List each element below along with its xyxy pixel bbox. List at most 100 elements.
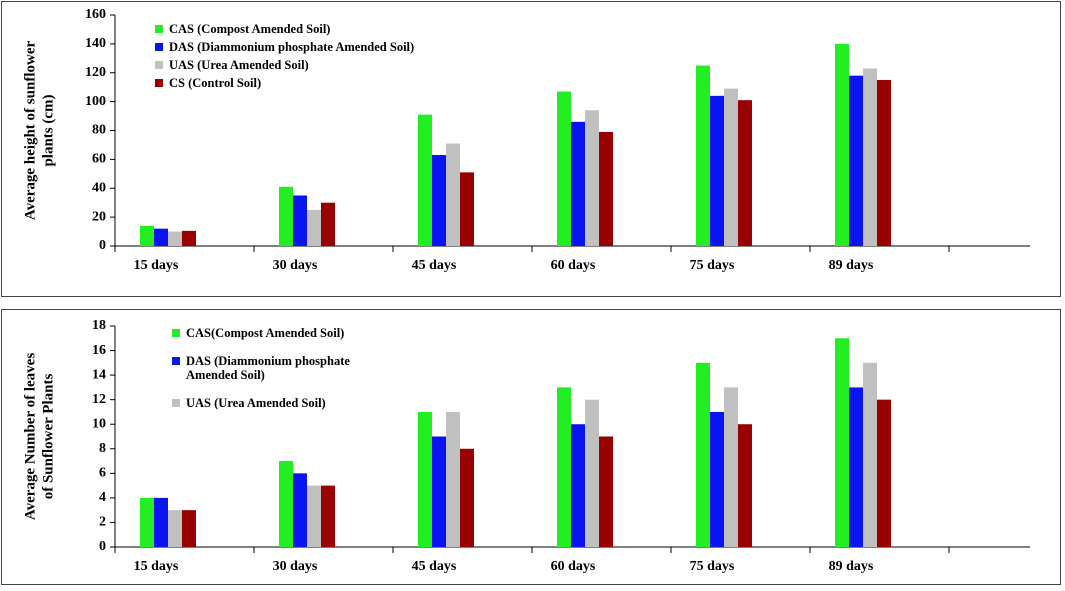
bar bbox=[168, 510, 182, 547]
legend-item: CS (Control Soil) bbox=[155, 76, 485, 90]
bar bbox=[585, 399, 599, 547]
legend-label: DAS (Diammonium phosphate Amended Soil) bbox=[169, 40, 415, 54]
bar bbox=[307, 209, 321, 246]
y-tick-label: 4 bbox=[99, 490, 106, 505]
legend-item: UAS (Urea Amended Soil) bbox=[155, 58, 485, 72]
legend-label: UAS (Urea Amended Soil) bbox=[169, 58, 309, 72]
y-tick-label: 0 bbox=[99, 539, 106, 554]
bar bbox=[849, 75, 863, 246]
bar bbox=[724, 88, 738, 246]
bar bbox=[599, 436, 613, 547]
y-tick-label: 12 bbox=[92, 392, 106, 407]
y-tick-label: 10 bbox=[92, 416, 106, 431]
bar bbox=[863, 68, 877, 246]
legend-box: CAS(Compost Amended Soil) DAS (Diammonium… bbox=[172, 326, 372, 410]
x-tick-label: 89 days bbox=[829, 559, 874, 574]
legend: CAS (Compost Amended Soil) DAS (Diammoniu… bbox=[155, 22, 485, 90]
legend-label: CAS (Compost Amended Soil) bbox=[169, 22, 331, 36]
legend-label: CAS(Compost Amended Soil) bbox=[186, 326, 345, 340]
bar bbox=[696, 65, 710, 246]
bar bbox=[293, 473, 307, 547]
legend-label: UAS (Urea Amended Soil) bbox=[186, 396, 326, 410]
y-tick-label: 18 bbox=[92, 318, 106, 333]
bar bbox=[307, 485, 321, 547]
y-tick-label: 6 bbox=[99, 466, 106, 481]
bar bbox=[321, 202, 335, 246]
legend-swatch bbox=[172, 399, 180, 407]
legend-item: CAS(Compost Amended Soil) bbox=[172, 326, 372, 340]
bar bbox=[585, 110, 599, 246]
legend-item: DAS (Diammonium phosphate Amended Soil) bbox=[172, 354, 372, 382]
legend-swatch bbox=[155, 43, 163, 51]
y-tick-label: 0 bbox=[99, 238, 106, 253]
bar bbox=[460, 172, 474, 246]
legend-swatch bbox=[155, 79, 163, 87]
x-tick-label: 60 days bbox=[551, 559, 596, 574]
y-tick-label: 160 bbox=[85, 7, 106, 22]
bar bbox=[321, 485, 335, 547]
y-tick-label: 16 bbox=[92, 343, 106, 358]
x-tick-label: 45 days bbox=[412, 258, 457, 273]
bar bbox=[168, 231, 182, 246]
y-tick-label: 100 bbox=[85, 94, 106, 109]
bar bbox=[154, 497, 168, 547]
bar bbox=[724, 387, 738, 547]
legend-swatch bbox=[172, 357, 180, 365]
y-tick-label: 2 bbox=[99, 515, 106, 530]
bar bbox=[571, 121, 585, 246]
legend-swatch bbox=[155, 25, 163, 33]
bar bbox=[849, 387, 863, 547]
bar bbox=[696, 362, 710, 547]
y-tick-label: 120 bbox=[85, 65, 106, 80]
x-tick-label: 75 days bbox=[690, 559, 735, 574]
legend-item: UAS (Urea Amended Soil) bbox=[172, 396, 372, 410]
bar bbox=[557, 91, 571, 246]
legend-item: CAS (Compost Amended Soil) bbox=[155, 22, 485, 36]
bar bbox=[140, 497, 154, 547]
y-axis-label: plants (cm) bbox=[40, 94, 56, 166]
x-tick-label: 89 days bbox=[829, 258, 874, 273]
bar bbox=[418, 411, 432, 547]
bar bbox=[182, 230, 196, 246]
legend-box: CAS (Compost Amended Soil) DAS (Diammoniu… bbox=[155, 22, 485, 90]
bar bbox=[877, 79, 891, 246]
panel-frame bbox=[1, 1, 1061, 297]
y-axis-label: Average height of sunflower bbox=[22, 41, 38, 221]
bar bbox=[571, 424, 585, 547]
x-tick-label: 15 days bbox=[134, 559, 179, 574]
legend-label: DAS (Diammonium phosphate Amended Soil) bbox=[186, 354, 350, 382]
y-tick-label: 40 bbox=[92, 180, 106, 195]
bar bbox=[557, 387, 571, 547]
bar bbox=[279, 186, 293, 246]
x-tick-label: 30 days bbox=[273, 258, 318, 273]
panel-frame bbox=[1, 309, 1061, 585]
y-tick-label: 60 bbox=[92, 152, 106, 167]
legend-label: CS (Control Soil) bbox=[169, 76, 262, 90]
y-tick-label: 20 bbox=[92, 209, 106, 224]
x-tick-label: 45 days bbox=[412, 559, 457, 574]
bar bbox=[154, 228, 168, 246]
bar bbox=[863, 362, 877, 547]
bar bbox=[835, 43, 849, 246]
y-tick-label: 8 bbox=[99, 441, 106, 456]
bar bbox=[460, 448, 474, 547]
x-tick-label: 30 days bbox=[273, 559, 318, 574]
bar bbox=[446, 411, 460, 547]
bar bbox=[710, 95, 724, 246]
bar bbox=[835, 338, 849, 547]
y-tick-label: 140 bbox=[85, 36, 106, 51]
legend: CAS(Compost Amended Soil) DAS (Diammonium… bbox=[172, 326, 372, 410]
legend-swatch bbox=[172, 329, 180, 337]
bar bbox=[877, 399, 891, 547]
bar bbox=[182, 510, 196, 547]
x-tick-label: 15 days bbox=[134, 258, 179, 273]
y-tick-label: 80 bbox=[92, 123, 106, 138]
bar bbox=[432, 436, 446, 547]
bar bbox=[432, 155, 446, 246]
y-axis-label: of Sunflower Plants bbox=[40, 374, 56, 500]
bar bbox=[418, 114, 432, 247]
x-tick-label: 75 days bbox=[690, 258, 735, 273]
bar bbox=[446, 143, 460, 246]
bar bbox=[140, 225, 154, 246]
legend-item: DAS (Diammonium phosphate Amended Soil) bbox=[155, 40, 485, 54]
